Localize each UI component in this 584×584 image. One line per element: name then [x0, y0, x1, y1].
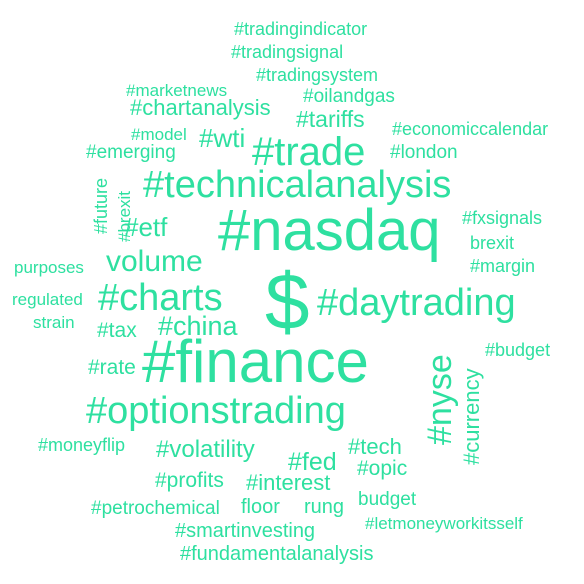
word-fundamentalanalysis: #fundamentalanalysis	[180, 543, 374, 565]
word-nasdaq: #nasdaq	[218, 198, 441, 263]
word-trade: #trade	[252, 130, 366, 174]
word-chartanalysis: #chartanalysis	[130, 95, 271, 120]
word-rung: rung	[304, 496, 345, 518]
word-economiccalendar: #economiccalendar	[392, 119, 549, 139]
word-tech: #tech	[348, 434, 402, 459]
word-tradingsignal: #tradingsignal	[231, 42, 344, 62]
word-strain: strain	[33, 313, 75, 332]
word-nyse: #nyse	[421, 354, 459, 445]
word-opic: #opic	[357, 457, 408, 480]
word-brexit: brexit	[470, 233, 515, 253]
word-optionstrading: #optionstrading	[86, 390, 346, 432]
word-technicalanalysis: #technicalanalysis	[143, 164, 452, 206]
word-smartinvesting: #smartinvesting	[175, 520, 316, 542]
word-oilandgas: #oilandgas	[303, 86, 395, 107]
word-moneyflip: #moneyflip	[38, 435, 126, 455]
word-charts: #charts	[98, 277, 223, 319]
word-letmoneyworkitsself: #letmoneyworkitsself	[365, 514, 523, 533]
word-fxsignals: #fxsignals	[462, 208, 543, 228]
word-volatility: #volatility	[156, 436, 255, 463]
word-budget: budget	[358, 489, 417, 510]
word-wti: #wti	[199, 123, 246, 153]
word-tax: #tax	[97, 319, 137, 342]
word-marketnews: #marketnews	[126, 81, 228, 100]
word-future: #future	[91, 177, 111, 234]
word-tradingindicator: #tradingindicator	[234, 19, 368, 39]
word-budget-tag: #budget	[485, 340, 551, 360]
word-regulated: regulated	[12, 290, 83, 309]
word-purposes: purposes	[14, 258, 84, 277]
word-volume: volume	[106, 245, 203, 278]
word-finance: #finance	[142, 328, 369, 395]
word-tradingsystem: #tradingsystem	[256, 65, 379, 85]
word-rate: #rate	[88, 356, 136, 379]
word-london: #london	[390, 142, 458, 163]
word-fed: #fed	[288, 448, 337, 476]
word-dollar: $	[265, 257, 310, 346]
word-daytrading: #daytrading	[317, 282, 516, 324]
word-tariffs: #tariffs	[296, 106, 365, 132]
word-floor: floor	[241, 496, 280, 518]
word-china: #china	[158, 311, 238, 341]
word-profits: #profits	[155, 469, 224, 492]
word-interest: #interest	[246, 470, 331, 495]
word-model: #model	[131, 125, 187, 144]
word-currency: #currency	[459, 368, 484, 465]
word-margin: #margin	[470, 256, 536, 276]
word-petrochemical: #petrochemical	[91, 498, 220, 519]
word-emerging: #emerging	[86, 142, 176, 163]
word-etf: #etf	[124, 212, 168, 242]
